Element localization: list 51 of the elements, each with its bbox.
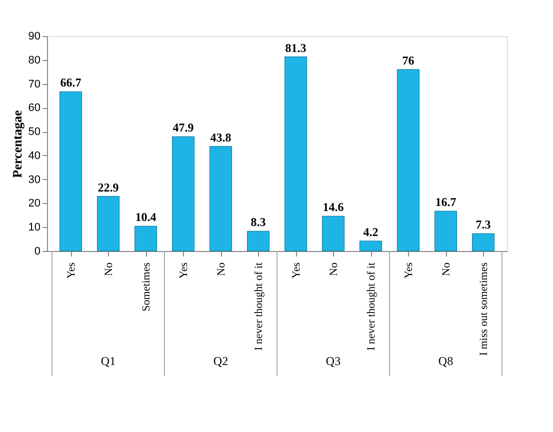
data-label: 8.3 (250, 215, 266, 230)
data-label: 14.6 (322, 200, 344, 214)
bar (434, 210, 457, 252)
x-tick-label: I miss out sometimes (478, 262, 490, 356)
data-label: 7.3 (476, 218, 491, 232)
x-tick-label: I never thought of it (252, 262, 265, 350)
y-tick-label: 70 (28, 78, 40, 90)
y-tick-label: 60 (28, 102, 40, 114)
text: Q2 (213, 354, 228, 368)
bar (210, 146, 232, 252)
data-label: 22.9 (98, 180, 119, 194)
y-tick-label: 90 (28, 30, 40, 42)
x-tick-label: Yes (290, 262, 302, 279)
y-tick-label: 20 (28, 198, 40, 210)
data-label: 76 (402, 53, 414, 68)
text: Q8 (438, 354, 454, 368)
x-tick-label: Sometimes (140, 262, 152, 312)
data-label: 10.4 (135, 210, 156, 224)
data-label: 43.8 (210, 130, 232, 144)
text: Q1 (100, 354, 116, 368)
y-tick-label: 80 (28, 54, 40, 66)
data-label: 16.7 (435, 195, 456, 210)
y-tick-label: 0 (34, 246, 40, 258)
bar (397, 69, 420, 252)
data-label: 81.3 (285, 40, 306, 55)
x-tick-label: Yes (65, 262, 78, 279)
x-tick-label: No (102, 262, 115, 276)
x-tick-label: Yes (402, 262, 415, 279)
x-tick-label: Yes (178, 262, 190, 279)
bar (360, 240, 382, 252)
y-tick-label: 30 (28, 174, 40, 186)
x-tick-label: No (440, 262, 452, 276)
x-tick-label: I never thought of it (365, 262, 378, 350)
data-label: 47.9 (172, 120, 194, 135)
bar (97, 196, 120, 252)
data-label: 4.2 (363, 224, 378, 239)
y-axis-title: Percentagae (9, 110, 24, 178)
y-tick-label: 40 (28, 150, 40, 162)
y-tick-label: 10 (28, 222, 40, 234)
data-label: 66.7 (60, 76, 82, 90)
text: Q3 (326, 354, 341, 368)
bar (60, 91, 82, 252)
bar (134, 226, 157, 252)
x-tick-label: No (215, 262, 228, 276)
bar (172, 136, 194, 252)
bar (472, 233, 494, 252)
bar (247, 230, 270, 252)
bar (284, 56, 307, 252)
bar (322, 216, 344, 252)
x-tick-label: No (328, 262, 340, 276)
y-tick-label: 50 (28, 126, 40, 138)
